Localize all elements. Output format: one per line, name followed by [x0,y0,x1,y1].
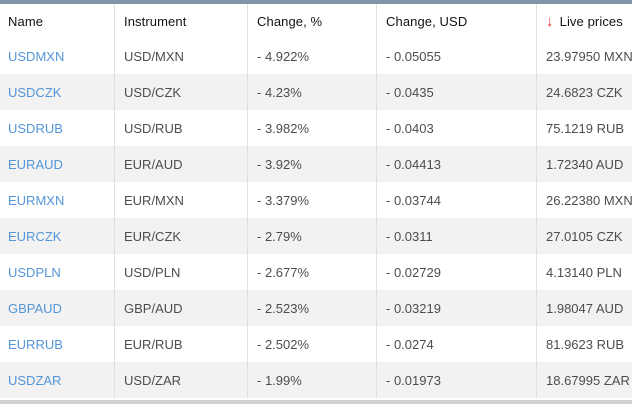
table-row: EURAUD EUR/AUD - 3.92% - 0.04413 1.72340… [0,146,632,182]
symbol-link[interactable]: USDMXN [8,48,65,64]
price-cell: 1.98047 AUD [546,300,624,316]
change-usd-cell: - 0.01973 [377,362,537,398]
bottom-strip [0,400,632,404]
table-row: USDZAR USD/ZAR - 1.99% - 0.01973 18.6799… [0,362,632,398]
change-pct-cell: - 2.79% [248,218,377,254]
change-pct-cell: - 1.99% [248,362,377,398]
table-row: USDMXN USD/MXN - 4.922% - 0.05055 23.979… [0,38,632,74]
sort-down-arrow-icon: ↓ [546,12,554,30]
price-cell: 26.22380 MXN [546,192,632,208]
change-pct-cell: - 3.92% [248,146,377,182]
table-row: EURRUB EUR/RUB - 2.502% - 0.0274 81.9623… [0,326,632,362]
name-cell: USDMXN [0,38,115,74]
table-row: EURMXN EUR/MXN - 3.379% - 0.03744 26.223… [0,182,632,218]
symbol-link[interactable]: EURRUB [8,336,63,352]
change-usd-cell: - 0.0403 [377,110,537,146]
instrument-cell: USD/CZK [115,74,248,110]
price-cell: 81.9623 RUB [546,336,625,352]
change-pct-cell: - 2.502% [248,326,377,362]
change-usd-cell: - 0.0274 [377,326,537,362]
change-pct-cell: - 3.379% [248,182,377,218]
instrument-cell: USD/MXN [115,38,248,74]
symbol-link[interactable]: USDRUB [8,120,63,136]
symbol-link[interactable]: EURAUD [8,156,63,172]
price-cell: 1.72340 AUD [546,156,624,172]
name-cell: EURRUB [0,326,115,362]
symbol-link[interactable]: EURMXN [8,192,65,208]
change-usd-cell: - 0.02729 [377,254,537,290]
name-cell: USDZAR [0,362,115,398]
name-cell: EURCZK [0,218,115,254]
name-cell: EURAUD [0,146,115,182]
table-row: USDRUB USD/RUB - 3.982% - 0.0403 75.1219… [0,110,632,146]
table-row: EURCZK EUR/CZK - 2.79% - 0.0311 27.0105 … [0,218,632,254]
bottom-gap [0,398,632,400]
price-cell: 27.0105 CZK [546,228,623,244]
change-usd-cell: - 0.0435 [377,74,537,110]
table-body: USDMXN USD/MXN - 4.922% - 0.05055 23.979… [0,38,632,398]
change-usd-cell: - 0.03219 [377,290,537,326]
instrument-cell: USD/PLN [115,254,248,290]
price-cell: 24.6823 CZK [546,84,623,100]
column-header-live-prices-label: Live prices [559,13,623,29]
price-cell: 75.1219 RUB [546,120,625,136]
table-row: USDPLN USD/PLN - 2.677% - 0.02729 4.1314… [0,254,632,290]
symbol-link[interactable]: USDPLN [8,264,61,280]
column-header-live-prices[interactable]: ↓ Live prices [537,4,632,38]
change-usd-cell: - 0.03744 [377,182,537,218]
name-cell: EURMXN [0,182,115,218]
price-cell: 4.13140 PLN [546,264,622,280]
symbol-link[interactable]: EURCZK [8,228,62,244]
instrument-cell: GBP/AUD [115,290,248,326]
symbol-link[interactable]: USDZAR [8,372,62,388]
symbol-link[interactable]: USDCZK [8,84,62,100]
column-header-instrument[interactable]: Instrument [115,4,248,38]
name-cell: USDRUB [0,110,115,146]
change-pct-cell: - 2.677% [248,254,377,290]
table-row: GBPAUD GBP/AUD - 2.523% - 0.03219 1.9804… [0,290,632,326]
column-header-change-pct[interactable]: Change, % [248,4,377,38]
name-cell: USDPLN [0,254,115,290]
table-row: USDCZK USD/CZK - 4.23% - 0.0435 24.6823 … [0,74,632,110]
instrument-cell: EUR/MXN [115,182,248,218]
currency-table: Name Instrument Change, % Change, USD ↓ … [0,4,632,398]
instrument-cell: EUR/CZK [115,218,248,254]
change-pct-cell: - 3.982% [248,110,377,146]
instrument-cell: USD/RUB [115,110,248,146]
change-pct-cell: - 4.23% [248,74,377,110]
instrument-cell: USD/ZAR [115,362,248,398]
change-usd-cell: - 0.04413 [377,146,537,182]
table-header-row: Name Instrument Change, % Change, USD ↓ … [0,4,632,38]
symbol-link[interactable]: GBPAUD [8,300,62,316]
instrument-cell: EUR/RUB [115,326,248,362]
change-usd-cell: - 0.05055 [377,38,537,74]
top-strip [0,0,632,4]
name-cell: GBPAUD [0,290,115,326]
change-usd-cell: - 0.0311 [377,218,537,254]
name-cell: USDCZK [0,74,115,110]
column-header-name[interactable]: Name [0,4,115,38]
price-cell: 18.67995 ZAR [546,372,630,388]
price-cell: 23.97950 MXN [546,48,632,64]
column-header-change-usd[interactable]: Change, USD [377,4,537,38]
instrument-cell: EUR/AUD [115,146,248,182]
change-pct-cell: - 2.523% [248,290,377,326]
change-pct-cell: - 4.922% [248,38,377,74]
